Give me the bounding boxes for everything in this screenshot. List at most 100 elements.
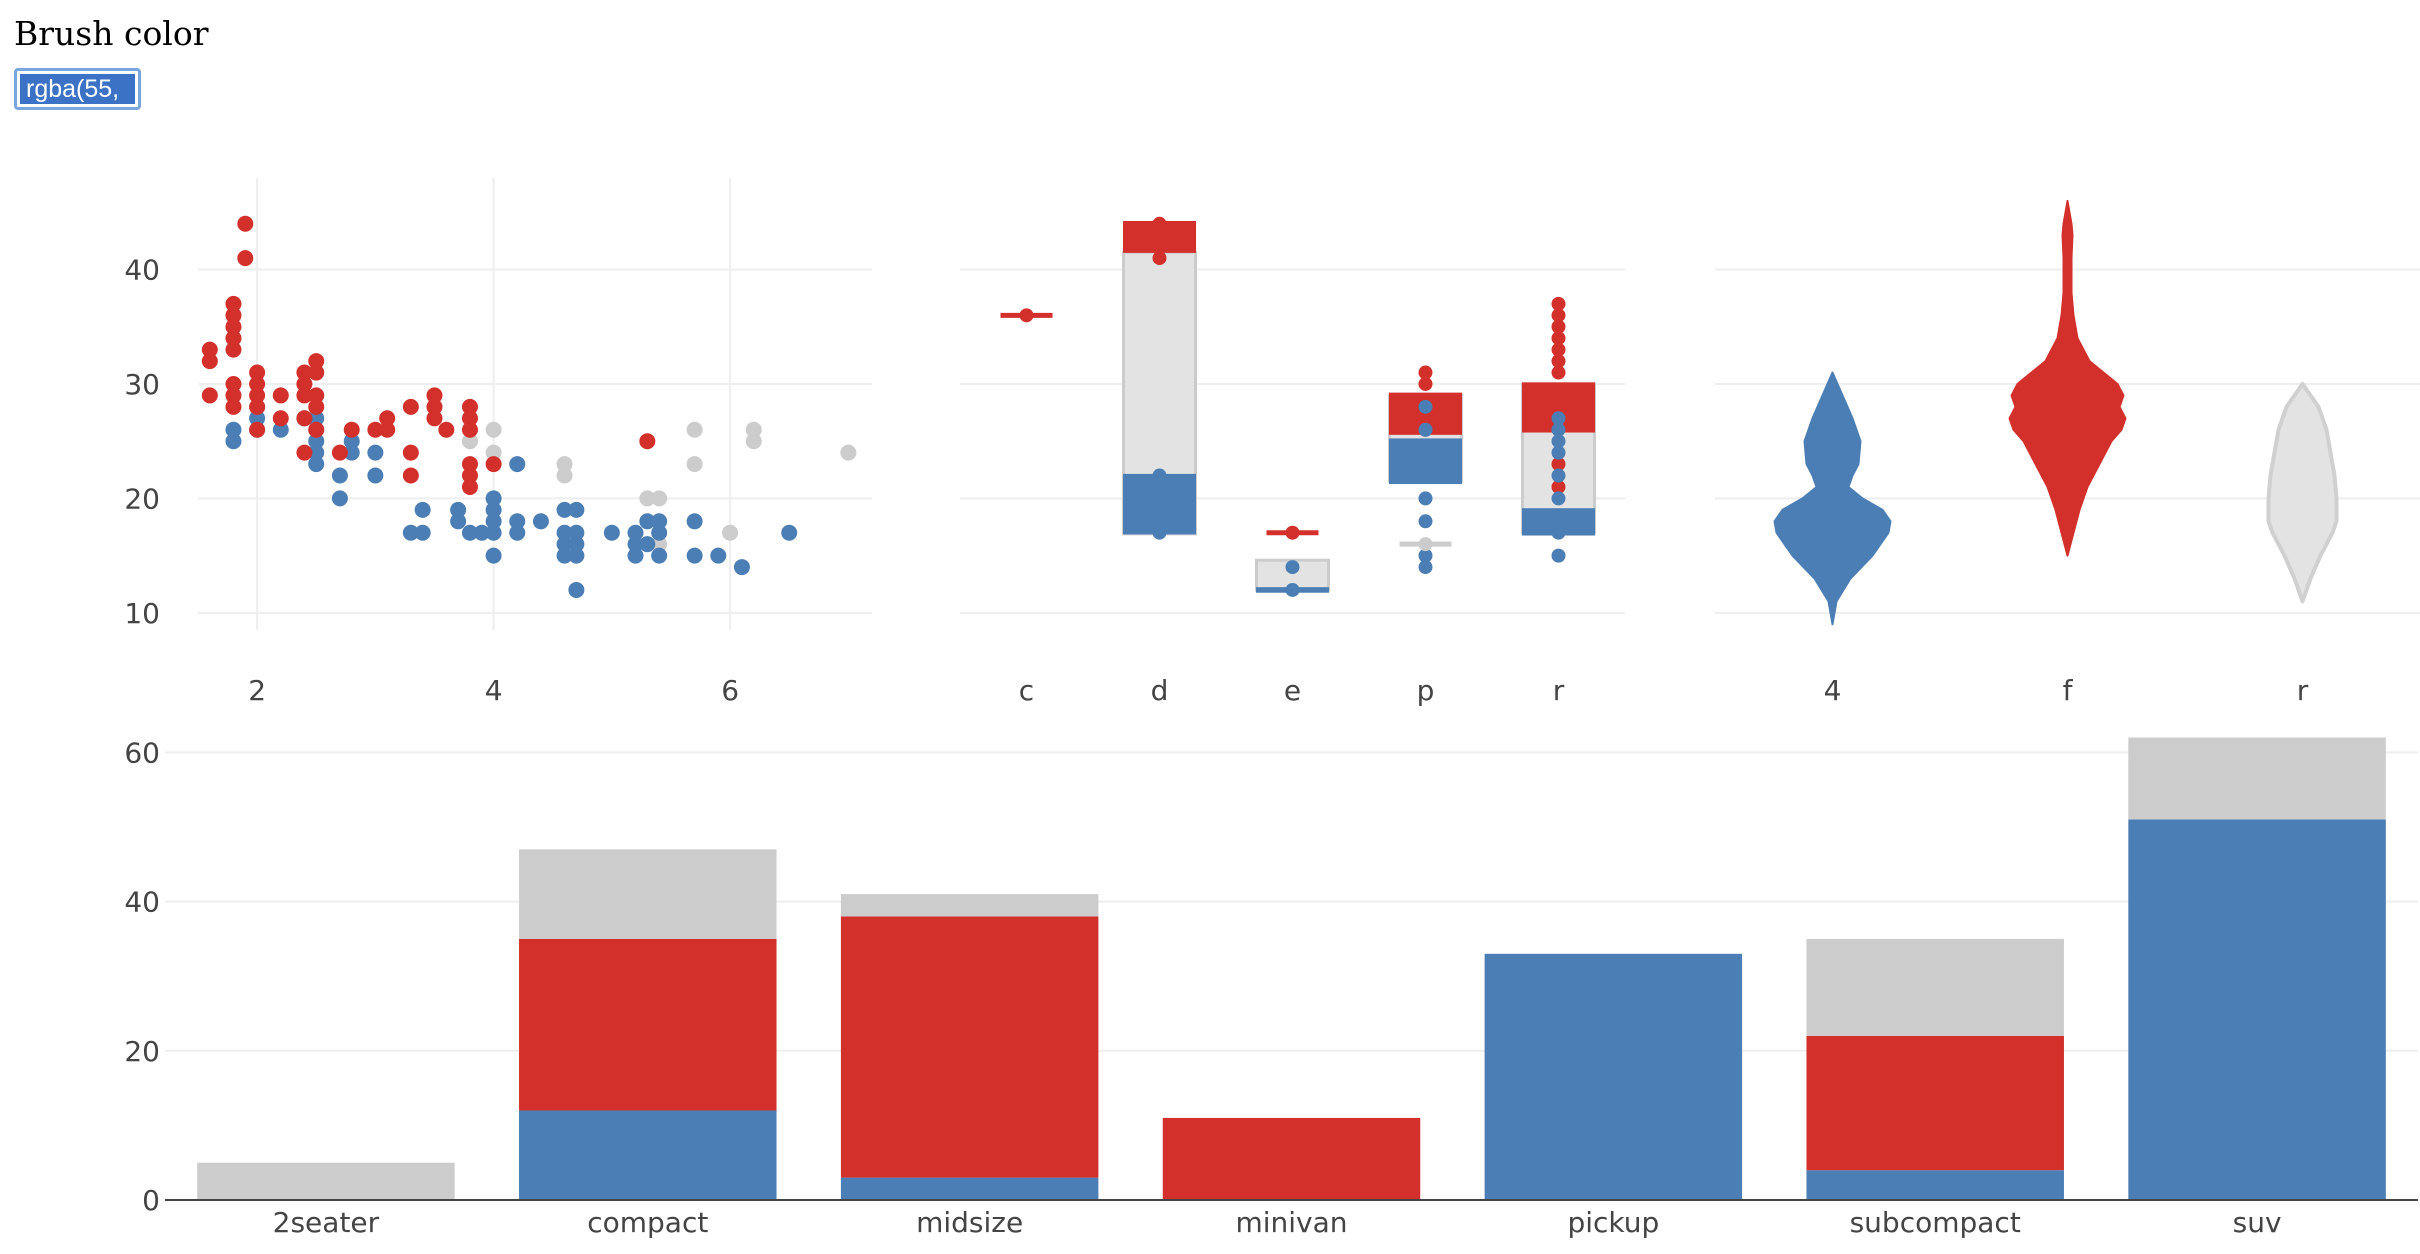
box-outlier-point bbox=[1285, 560, 1300, 575]
scatter-point-blue bbox=[627, 547, 644, 564]
box-outlier-point bbox=[1152, 216, 1167, 231]
box-outlier-point bbox=[1418, 514, 1433, 529]
scatter-point-gray bbox=[651, 536, 668, 553]
scatter-point-red bbox=[225, 375, 242, 392]
scatter-x-tick-label: 2 bbox=[248, 674, 266, 707]
violin-panel[interactable]: 4 f r bbox=[1715, 199, 2420, 707]
scatter-point-red bbox=[201, 353, 218, 370]
scatter-point-red bbox=[237, 250, 254, 267]
violin-f-shape bbox=[2008, 199, 2127, 557]
scatter-point-blue bbox=[556, 501, 573, 518]
box-outlier-point bbox=[1551, 445, 1566, 460]
box-x-tick-label: p bbox=[1417, 674, 1435, 707]
scatter-point-gray bbox=[745, 421, 762, 438]
box-outlier-point bbox=[1418, 491, 1433, 506]
box-outlier-point bbox=[1152, 251, 1167, 266]
scatter-point-blue bbox=[225, 421, 242, 438]
scatter-point-gray bbox=[840, 444, 857, 461]
violin-x-tick-label: f bbox=[2063, 674, 2074, 707]
scatter-point-blue bbox=[532, 513, 549, 530]
bar-pickup-blue bbox=[1484, 953, 1743, 1200]
box-outlier-point bbox=[1551, 365, 1566, 380]
scatter-point-blue bbox=[485, 490, 502, 507]
scatter-point-blue bbox=[402, 524, 419, 541]
scatter-point-red bbox=[343, 421, 360, 438]
scatter-point-gray bbox=[651, 490, 668, 507]
scatter-x-tick-label: 6 bbox=[721, 674, 739, 707]
scatter-point-red bbox=[296, 364, 313, 381]
bar-y-tick-label: 60 bbox=[124, 736, 160, 769]
box-outlier-point bbox=[1551, 468, 1566, 483]
box-outlier-point bbox=[1551, 308, 1566, 323]
scatter-point-blue bbox=[686, 547, 703, 564]
box-outlier-point bbox=[1551, 548, 1566, 563]
scatter-point-blue bbox=[733, 559, 750, 576]
box-outlier-point bbox=[1551, 434, 1566, 449]
scatter-point-red bbox=[296, 387, 313, 404]
violin-x-tick-label: r bbox=[2297, 674, 2309, 707]
bar-y-tick-label: 20 bbox=[124, 1035, 160, 1068]
box-x-tick-label: e bbox=[1284, 674, 1301, 707]
scatter-point-red bbox=[308, 387, 325, 404]
scatter-point-blue bbox=[485, 501, 502, 518]
bar-y-tick-label: 0 bbox=[142, 1184, 160, 1217]
bar-subcompact-gray bbox=[1806, 938, 2064, 1036]
box-outlier-point bbox=[1418, 537, 1433, 552]
scatter-point-blue bbox=[603, 524, 620, 541]
bar-compact-red bbox=[519, 938, 777, 1111]
scatter-y-tick-label: 40 bbox=[124, 254, 160, 287]
bar-minivan-red bbox=[1162, 1117, 1421, 1200]
bar-midsize-blue bbox=[840, 1177, 1099, 1200]
box-outlier-point bbox=[1285, 582, 1300, 597]
scatter-y-tick-label: 20 bbox=[124, 482, 160, 515]
bar-x-tick-label: midsize bbox=[916, 1206, 1023, 1239]
box-outlier-point bbox=[1551, 457, 1566, 472]
box-outlier-point bbox=[1551, 331, 1566, 346]
scatter-point-red bbox=[296, 444, 313, 461]
box-outlier-point bbox=[1285, 525, 1300, 540]
scatter-point-red bbox=[402, 467, 419, 484]
box-outlier-point bbox=[1551, 296, 1566, 311]
scatter-x-tick-label: 4 bbox=[485, 674, 503, 707]
bar-suv-gray bbox=[2128, 737, 2386, 820]
scatter-point-gray bbox=[485, 421, 502, 438]
bar-y-tick-label: 40 bbox=[124, 886, 160, 919]
scatter-point-blue bbox=[450, 501, 467, 518]
scatter-point-red bbox=[426, 398, 443, 415]
scatter-point-blue bbox=[509, 456, 526, 473]
box-outlier-point bbox=[1551, 491, 1566, 506]
scatter-point-blue bbox=[414, 524, 431, 541]
bar-midsize-red bbox=[840, 916, 1099, 1178]
violin-x-tick-label: 4 bbox=[1824, 674, 1842, 707]
scatter-point-red bbox=[308, 421, 325, 438]
box-outlier-point bbox=[1418, 365, 1433, 380]
scatter-point-gray bbox=[461, 433, 478, 450]
box-d-body bbox=[1123, 473, 1196, 535]
scatter-panel[interactable]: 2 4 6 10 20 30 40 bbox=[124, 178, 872, 707]
scatter-point-red bbox=[225, 307, 242, 324]
box-outlier-point bbox=[1418, 457, 1433, 472]
scatter-point-red bbox=[249, 364, 266, 381]
scatter-point-red bbox=[308, 353, 325, 370]
scatter-point-blue bbox=[556, 547, 573, 564]
box-x-tick-label: c bbox=[1019, 674, 1034, 707]
violin-r-shape bbox=[2266, 381, 2339, 604]
scatter-point-blue bbox=[308, 456, 325, 473]
scatter-point-blue bbox=[450, 513, 467, 530]
scatter-point-red bbox=[225, 318, 242, 335]
scatter-point-blue bbox=[414, 501, 431, 518]
scatter-point-blue bbox=[639, 536, 656, 553]
scatter-point-red bbox=[201, 387, 218, 404]
box-outlier-point bbox=[1418, 548, 1433, 563]
bar-x-tick-label: compact bbox=[587, 1206, 708, 1239]
scatter-point-red bbox=[402, 444, 419, 461]
scatter-point-blue bbox=[461, 524, 478, 541]
bar-panel[interactable]: 0 20 40 60 2seater compact midsize minivan picku… bbox=[124, 736, 2418, 1239]
scatter-point-red bbox=[438, 421, 455, 438]
brush-color-input[interactable]: rgba(55, bbox=[14, 68, 141, 110]
scatter-point-blue bbox=[651, 513, 668, 530]
scatter-point-blue bbox=[343, 444, 360, 461]
box-outlier-point bbox=[1418, 376, 1433, 391]
